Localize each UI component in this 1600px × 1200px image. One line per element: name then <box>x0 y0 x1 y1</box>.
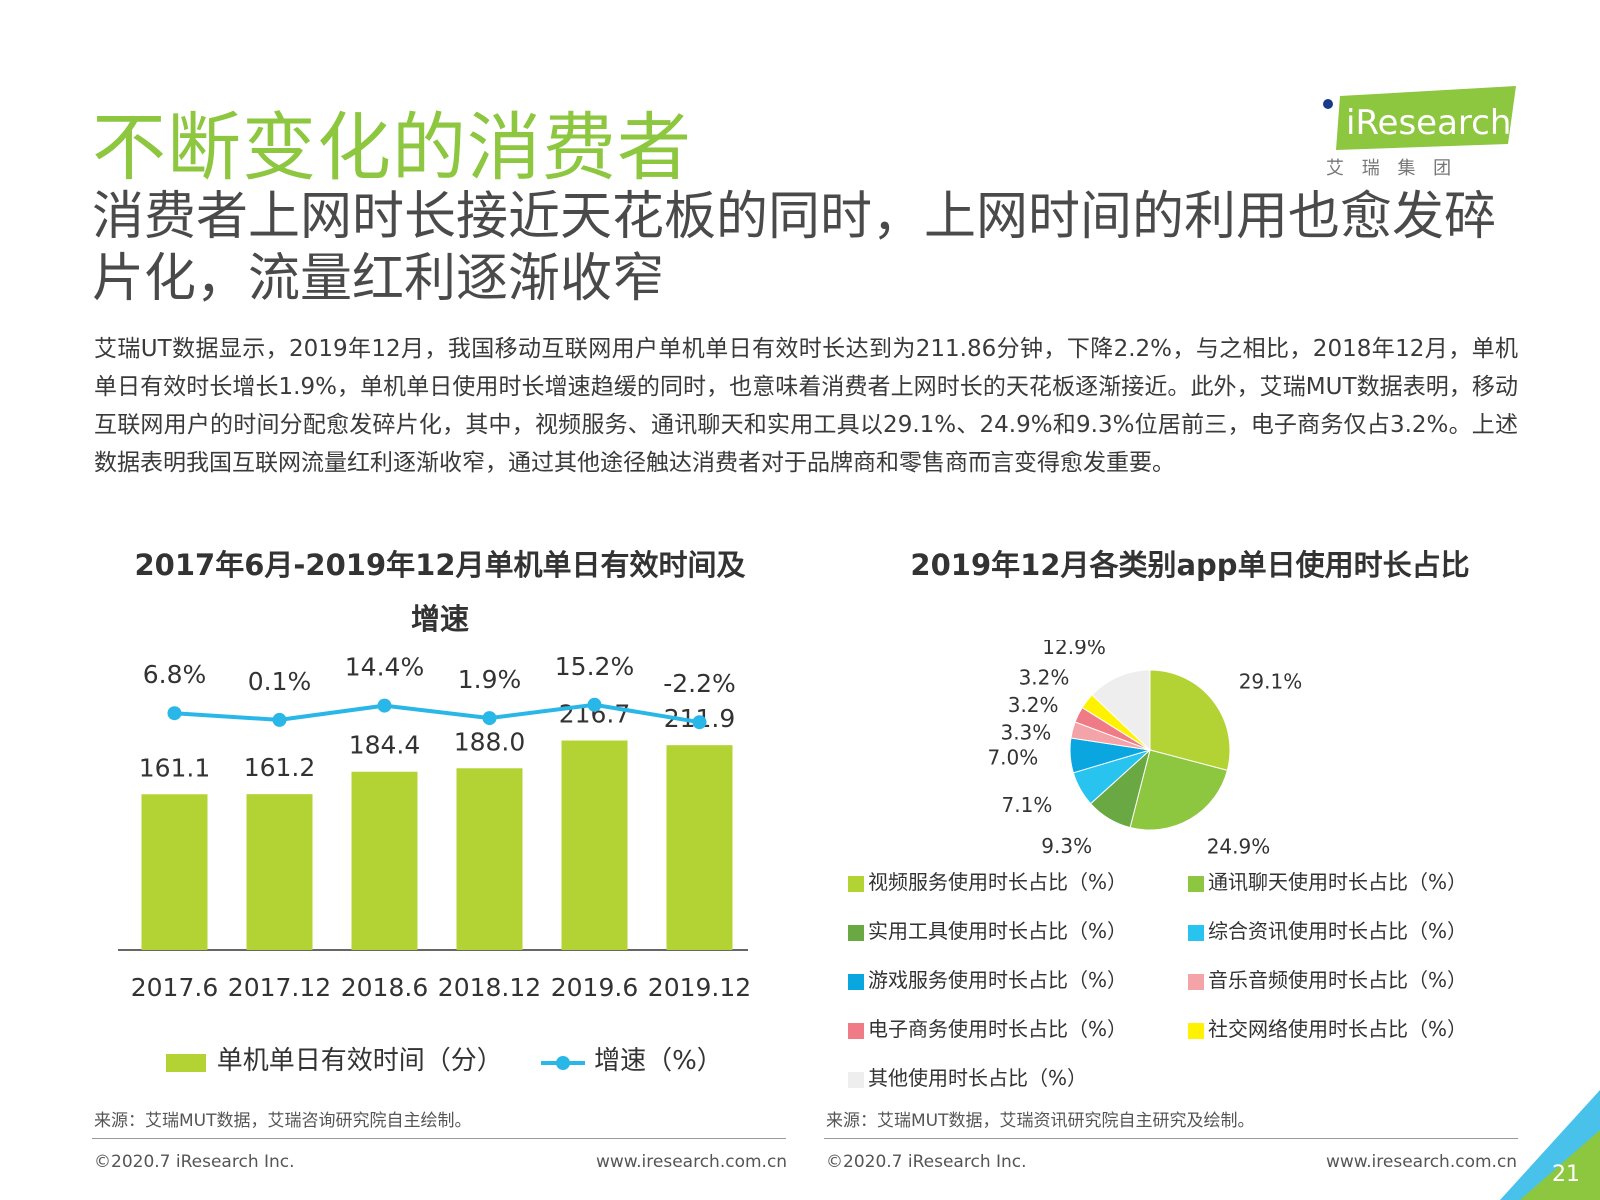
copyright-right: ©2020.7 iResearch Inc. <box>826 1152 1027 1172</box>
growth-value-label: 15.2% <box>555 652 634 681</box>
pie-slice-8 <box>1091 669 1151 752</box>
pie-legend-item: 游戏服务使用时长占比（%） <box>848 968 1127 992</box>
bar-value-label: 188.0 <box>454 727 526 756</box>
pie-slice-0 <box>1149 669 1231 771</box>
x-tick-label: 2019.12 <box>648 973 751 1002</box>
pie-slice-label: 29.1% <box>1239 670 1303 694</box>
x-tick-label: 2017.6 <box>131 973 218 1002</box>
x-tick-label: 2018.6 <box>341 973 428 1002</box>
body-paragraph: 艾瑞UT数据显示，2019年12月，我国移动互联网用户单机单日有效时长达到为21… <box>94 336 1518 476</box>
legend-swatch-bar <box>166 1054 206 1072</box>
legend-label-line: 增速（%） <box>594 1046 723 1076</box>
growth-value-label: 0.1% <box>248 667 312 696</box>
pie-chart-title: 2019年12月各类别app单日使用时长占比 <box>910 548 1470 582</box>
pie-slice-label: 7.1% <box>1002 793 1053 817</box>
pie-legend-item: 综合资讯使用时长占比（%） <box>1188 919 1467 943</box>
bar-2018.12 <box>456 768 523 950</box>
pie-slice-label: 3.2% <box>1019 665 1070 689</box>
legend-swatch-line <box>541 1056 586 1070</box>
pie-slice-label: 7.0% <box>987 746 1038 770</box>
pie-slice-label: 9.3% <box>1041 834 1092 858</box>
copyright-left: ©2020.7 iResearch Inc. <box>94 1152 295 1172</box>
pie-slice-label: 12.9% <box>1042 640 1106 659</box>
pie-legend-swatch <box>848 973 864 990</box>
pie-legend-swatch <box>848 875 864 892</box>
pie-legend-swatch <box>1188 973 1204 990</box>
pie-legend-item: 音乐音频使用时长占比（%） <box>1188 968 1467 992</box>
pie-slice-label: 24.9% <box>1207 835 1271 859</box>
source-note-right: 来源：艾瑞MUT数据，艾瑞资讯研究院自主研究及绘制。 <box>826 1111 1255 1131</box>
growth-point <box>587 697 602 712</box>
pie-legend-item: 实用工具使用时长占比（%） <box>848 919 1127 943</box>
pie-legend-swatch <box>1188 875 1204 892</box>
pie-legend-item: 视频服务使用时长占比（%） <box>848 870 1127 894</box>
bar-chart-legend: 单机单日有效时间（分） 增速（%） <box>166 1040 723 1077</box>
growth-value-label: -2.2% <box>663 669 736 698</box>
growth-point <box>167 706 182 721</box>
pie-legend-item: 电子商务使用时长占比（%） <box>848 1017 1127 1041</box>
divider-left <box>92 1138 786 1139</box>
pie-slice-label: 3.3% <box>1000 720 1051 744</box>
pie-legend-label: 实用工具使用时长占比（%） <box>868 919 1128 943</box>
pie-legend-item: 社交网络使用时长占比（%） <box>1188 1017 1467 1041</box>
x-tick-label: 2018.12 <box>438 973 541 1002</box>
pie-legend-label: 其他使用时长占比（%） <box>868 1066 1088 1090</box>
pie-legend-swatch <box>848 1071 864 1088</box>
bar-value-label: 184.4 <box>349 731 421 760</box>
pie-chart: 29.1% 24.9% 9.3% 7.1% 7.0%3.3% 3.2% 3.2% 12.9% <box>987 640 1303 859</box>
source-note-left: 来源：艾瑞MUT数据，艾瑞咨询研究院自主绘制。 <box>94 1111 472 1131</box>
website-right: www.iresearch.com.cn <box>1326 1152 1518 1172</box>
bar-chart-title: 2017年6月-2019年12月单机单日有效时间及增速 <box>134 548 746 636</box>
bar-2017.12 <box>246 794 313 950</box>
x-tick-label: 2019.6 <box>551 973 638 1002</box>
growth-point <box>272 712 287 727</box>
bar-line-chart: 161.1 2017.6 161.2 2017.12 184.4 2018.6 188.0 2… <box>118 652 751 1002</box>
corner-decoration <box>1500 1090 1600 1200</box>
page-title: 不断变化的消费者 <box>92 105 692 191</box>
pie-legend-label: 电子商务使用时长占比（%） <box>868 1017 1128 1041</box>
pie-legend-label: 音乐音频使用时长占比（%） <box>1208 968 1468 992</box>
bar-2018.6 <box>351 771 418 950</box>
bar-value-label: 161.2 <box>244 753 316 782</box>
pie-legend-swatch <box>848 924 864 941</box>
pie-slice-label: 3.2% <box>1008 693 1059 717</box>
legend-label-bar: 单机单日有效时间（分） <box>216 1046 503 1076</box>
growth-point <box>377 698 392 713</box>
pie-slice-1 <box>1129 749 1228 831</box>
growth-line <box>174 702 700 725</box>
bar-2019.12 <box>666 745 733 950</box>
pie-legend-label: 视频服务使用时长占比（%） <box>868 870 1128 894</box>
pie-legend-item: 其他使用时长占比（%） <box>848 1066 1087 1090</box>
bar-2019.6 <box>561 740 628 950</box>
pie-legend-label: 综合资讯使用时长占比（%） <box>1208 919 1468 943</box>
logo-graphic: iResearch 艾 瑞 集 团 <box>1323 86 1516 179</box>
logo-subtext: 艾 瑞 集 团 <box>1326 158 1457 179</box>
bar-value-label: 161.1 <box>139 753 211 782</box>
page-subtitle: 消费者上网时长接近天花板的同时，上网时间的利用也愈发碎片化，流量红利逐渐收窄 <box>92 187 1497 309</box>
logo-text: iResearch <box>1346 103 1511 143</box>
growth-value-label: 6.8% <box>143 660 207 689</box>
bar-2017.6 <box>141 794 208 950</box>
pie-legend-item: 通讯聊天使用时长占比（%） <box>1188 870 1467 894</box>
divider-right <box>824 1138 1518 1139</box>
pie-chart-legend: 视频服务使用时长占比（%） 通讯聊天使用时长占比（%） 实用工具使用时长占比（%） 综… <box>848 870 1528 1100</box>
pie-legend-swatch <box>848 1022 864 1039</box>
website-left: www.iresearch.com.cn <box>596 1152 788 1172</box>
pie-legend-swatch <box>1188 924 1204 941</box>
growth-point <box>482 711 497 726</box>
pie-legend-label: 通讯聊天使用时长占比（%） <box>1208 870 1468 894</box>
x-tick-label: 2017.12 <box>228 973 331 1002</box>
iresearch-logo: iResearch 艾 瑞 集 团 <box>1318 84 1518 180</box>
pie-legend-label: 游戏服务使用时长占比（%） <box>868 968 1128 992</box>
growth-value-label: 1.9% <box>458 665 522 694</box>
growth-value-label: 14.4% <box>345 653 424 682</box>
pie-legend-label: 社交网络使用时长占比（%） <box>1208 1017 1468 1041</box>
growth-point <box>692 715 707 730</box>
pie-legend-swatch <box>1188 1022 1204 1039</box>
page-number: 21 <box>1552 1162 1580 1187</box>
